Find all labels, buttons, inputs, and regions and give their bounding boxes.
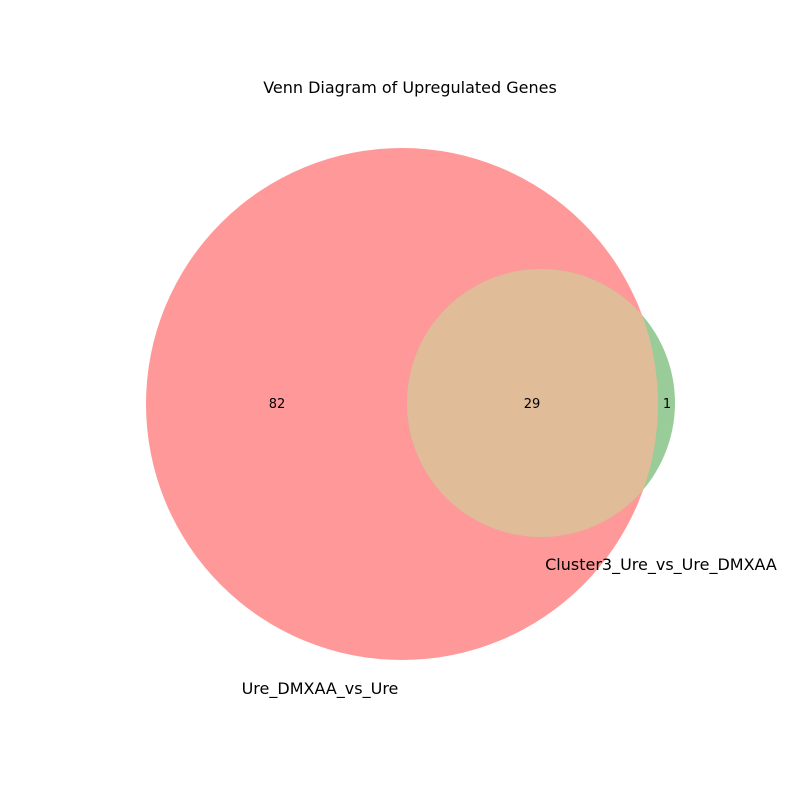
- count-only-ure-dmxaa-vs-ure: 82: [269, 397, 286, 412]
- set-label-ure-dmxaa-vs-ure: Ure_DMXAA_vs_Ure: [242, 679, 399, 699]
- set-label-cluster3-ure-vs-ure-dmxaa: Cluster3_Ure_vs_Ure_DMXAA: [545, 555, 777, 575]
- diagram-title: Venn Diagram of Upregulated Genes: [263, 78, 557, 97]
- intersection-region: [407, 269, 658, 537]
- count-only-cluster3-ure-vs-ure-dmxaa: 1: [663, 397, 671, 412]
- count-intersection: 29: [524, 397, 541, 412]
